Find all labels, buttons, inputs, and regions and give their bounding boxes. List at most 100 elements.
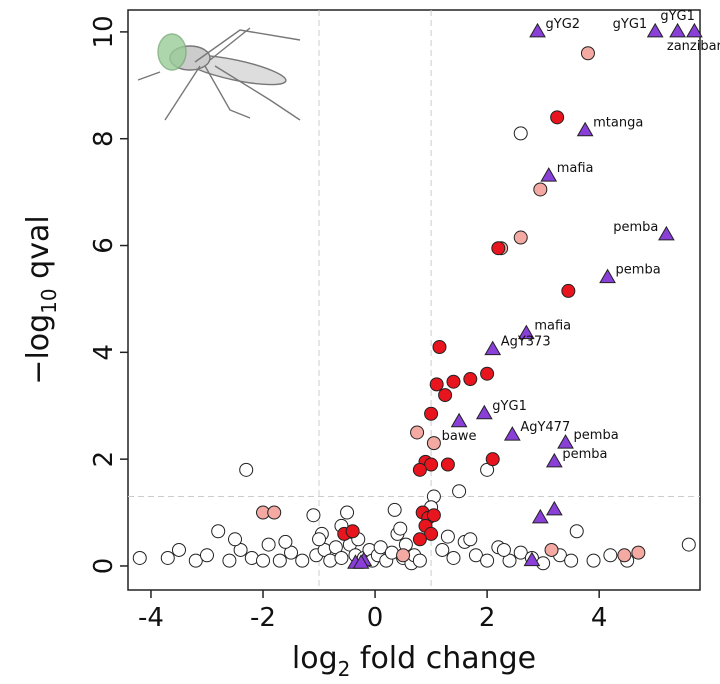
triangle-point bbox=[452, 414, 467, 427]
point-label: pemba bbox=[574, 428, 619, 443]
x-axis-label: log2 fold change bbox=[292, 641, 536, 680]
y-tick-label: 0 bbox=[89, 558, 119, 575]
point bbox=[439, 389, 452, 402]
point bbox=[229, 533, 242, 546]
point bbox=[464, 533, 477, 546]
point bbox=[273, 554, 286, 567]
triangle-point bbox=[547, 454, 562, 467]
page: {"chart_data": { "type": "scatter", "xla… bbox=[0, 0, 720, 680]
mosquito-icon bbox=[138, 28, 300, 120]
point bbox=[682, 538, 695, 551]
point bbox=[562, 284, 575, 297]
point-label: gYG2 bbox=[546, 17, 581, 32]
y-axis-label: −log10 qval bbox=[21, 215, 61, 384]
x-tick-label: -4 bbox=[138, 603, 164, 633]
point bbox=[430, 378, 443, 391]
point bbox=[296, 554, 309, 567]
point bbox=[453, 485, 466, 498]
point bbox=[133, 551, 146, 564]
point bbox=[313, 533, 326, 546]
point bbox=[223, 554, 236, 567]
point-label: gYG1 bbox=[660, 9, 695, 24]
point bbox=[441, 530, 454, 543]
point bbox=[425, 407, 438, 420]
point bbox=[388, 503, 401, 516]
x-label-rest: fold change bbox=[350, 641, 536, 676]
point-label: pemba bbox=[616, 263, 661, 278]
x-label-text: log bbox=[292, 641, 338, 676]
point bbox=[257, 554, 270, 567]
x-tick-label: 4 bbox=[591, 603, 608, 633]
point bbox=[397, 549, 410, 562]
point-label: bawe bbox=[442, 429, 477, 444]
point bbox=[534, 183, 547, 196]
point bbox=[514, 127, 527, 140]
point bbox=[212, 525, 225, 538]
triangle-point bbox=[547, 502, 562, 515]
point-label: gYG1 bbox=[492, 399, 527, 414]
point bbox=[427, 437, 440, 450]
point bbox=[413, 554, 426, 567]
point-label: mafia bbox=[534, 319, 571, 334]
triangle-point bbox=[600, 270, 615, 283]
point bbox=[464, 373, 477, 386]
point-label: mafia bbox=[557, 161, 594, 176]
point bbox=[200, 549, 213, 562]
triangle-point bbox=[530, 24, 545, 37]
point bbox=[427, 509, 440, 522]
point bbox=[346, 525, 359, 538]
point bbox=[279, 535, 292, 548]
point-label: pemba bbox=[562, 447, 607, 462]
point bbox=[632, 546, 645, 559]
point bbox=[436, 543, 449, 556]
point-label: AgY477 bbox=[520, 420, 570, 435]
point bbox=[618, 549, 631, 562]
x-label-sub: 2 bbox=[338, 657, 351, 680]
point bbox=[441, 458, 454, 471]
point bbox=[433, 340, 446, 353]
point bbox=[514, 231, 527, 244]
point bbox=[240, 463, 253, 476]
point bbox=[262, 538, 275, 551]
point bbox=[587, 554, 600, 567]
triangle-point bbox=[541, 168, 556, 181]
triangle-point bbox=[505, 427, 520, 440]
triangle-point bbox=[659, 227, 674, 240]
point bbox=[551, 111, 564, 124]
point bbox=[268, 506, 281, 519]
point-label: AgY373 bbox=[501, 335, 551, 350]
point bbox=[394, 522, 407, 535]
point-label: zanzibar bbox=[667, 39, 720, 54]
point-label: gYG1 bbox=[613, 17, 648, 32]
y-tick-label: 4 bbox=[89, 344, 119, 361]
x-tick-label: 0 bbox=[367, 603, 384, 633]
point bbox=[545, 543, 558, 556]
point-label: mtanga bbox=[593, 116, 643, 131]
y-label-sub: 10 bbox=[37, 288, 61, 313]
point bbox=[335, 551, 348, 564]
y-label-rest: qval bbox=[21, 215, 56, 288]
point bbox=[307, 509, 320, 522]
y-tick-label: 10 bbox=[89, 15, 119, 48]
triangle-point bbox=[578, 123, 593, 136]
triangle-point bbox=[485, 342, 500, 355]
point bbox=[161, 551, 174, 564]
point bbox=[481, 367, 494, 380]
y-tick-label: 8 bbox=[89, 130, 119, 147]
point bbox=[570, 525, 583, 538]
point bbox=[172, 543, 185, 556]
triangle-point bbox=[533, 510, 548, 523]
chart: log2 fold change −log10 qval -4-20240246… bbox=[0, 0, 720, 680]
point bbox=[481, 554, 494, 567]
point bbox=[447, 551, 460, 564]
point bbox=[604, 549, 617, 562]
triangle-point bbox=[670, 24, 685, 37]
point bbox=[411, 426, 424, 439]
point bbox=[413, 463, 426, 476]
y-tick-label: 6 bbox=[89, 237, 119, 254]
point bbox=[492, 242, 505, 255]
point bbox=[581, 47, 594, 60]
point bbox=[565, 554, 578, 567]
y-tick-label: 2 bbox=[89, 451, 119, 468]
x-tick-label: 2 bbox=[479, 603, 496, 633]
